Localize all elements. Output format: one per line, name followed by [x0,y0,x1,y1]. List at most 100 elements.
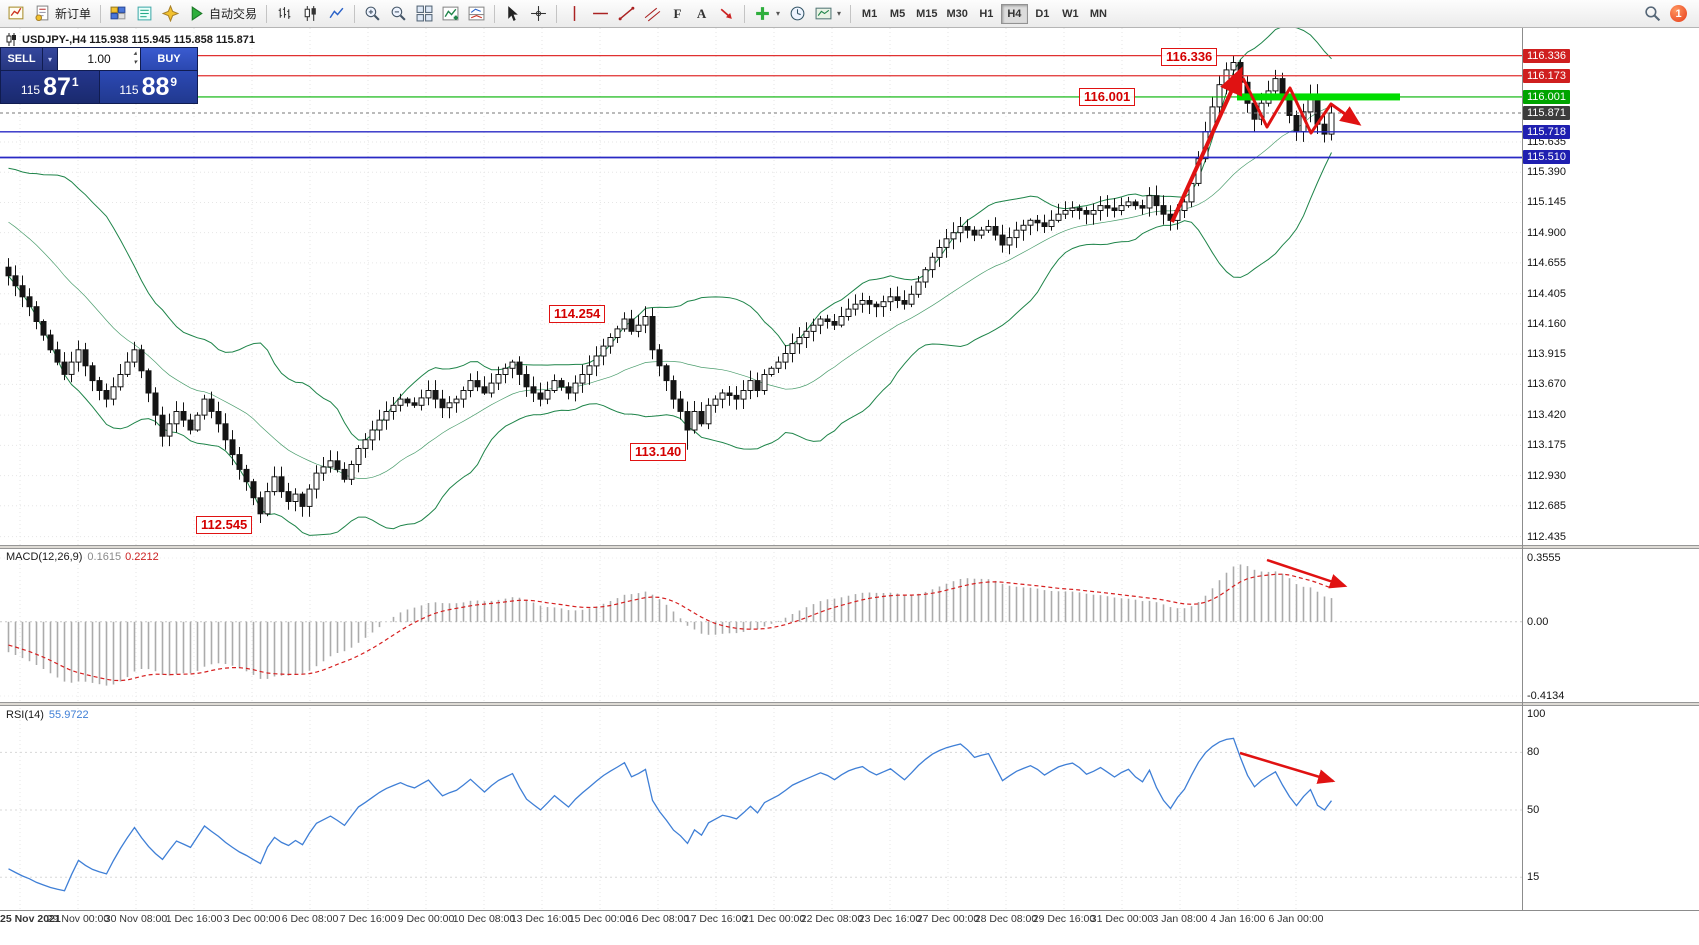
trendline-icon [618,5,635,22]
autotrading-button[interactable]: 自动交易 [184,3,261,25]
price-tick-label: 112.435 [1527,530,1566,543]
market-watch-icon [110,5,127,22]
date-label: 3 Jan 08:00 [1152,913,1208,925]
timeframe-mn[interactable]: MN [1085,4,1112,24]
horizontal-line-button[interactable] [588,3,613,25]
date-label: 3 Dec 00:00 [223,913,281,925]
volume-down-arrow[interactable]: ▾ [133,59,137,67]
fibonacci-icon: F [673,5,682,21]
price-line-label: 116.001 [1523,89,1570,104]
shapes-dropdown-button[interactable]: ▾ [750,3,784,25]
timeframe-w1[interactable]: W1 [1057,4,1084,24]
bar-chart-button[interactable] [272,3,297,25]
timeframe-h1[interactable]: H1 [973,4,1000,24]
date-label: 6 Dec 08:00 [281,913,339,925]
tile-windows-button[interactable] [412,3,437,25]
horizontal-line-icon [592,5,609,22]
notification-badge[interactable]: 1 [1670,5,1687,22]
vertical-line-button[interactable] [562,3,587,25]
dropdown-caret-icon: ▾ [837,9,842,18]
price-line-label: 115.510 [1523,150,1570,165]
panel-separator-macd[interactable] [0,545,1699,549]
timeframe-h4[interactable]: H4 [1000,3,1028,24]
new-chart-button[interactable] [4,3,29,25]
timeframe-d1[interactable]: D1 [1029,4,1056,24]
volume-stepper[interactable]: 1.00 ▴ ▾ [58,48,141,70]
chart-objects-dropdown-button[interactable]: ▾ [811,3,845,25]
sell-price[interactable]: 115 87 1 [1,71,100,103]
zoom-in-button[interactable] [360,3,385,25]
line-chart-button[interactable] [324,3,349,25]
one-click-trading-panel: SELL ▾ 1.00 ▴ ▾ BUY 115 87 1 115 88 9 [0,47,198,104]
indicator-window-icon [468,5,485,22]
price-tick-label: 114.655 [1527,256,1566,269]
macd-signal-line [8,573,1332,682]
price-line-label: 116.336 [1523,48,1570,63]
new-order-icon [34,5,51,22]
rsi-line [8,737,1333,892]
zoom-out-button[interactable] [386,3,411,25]
macd-axis-label: -0.4134 [1527,690,1565,703]
timeframe-m1[interactable]: M1 [856,4,883,24]
indicators-icon [442,5,459,22]
data-window-button[interactable] [132,3,157,25]
crosshair-icon [530,5,547,22]
fibonacci-button[interactable]: F [666,3,689,25]
chart-ohlc-header: USDJPY-,H4 115.938 115.945 115.858 115.8… [6,33,255,46]
search-icon[interactable] [1644,5,1661,22]
ohlc-text: USDJPY-,H4 115.938 115.945 115.858 115.8… [22,33,256,46]
navigator-icon [161,4,180,23]
clock-button[interactable] [785,3,810,25]
price-tick-label: 115.390 [1527,166,1566,179]
indicators-button[interactable] [438,3,463,25]
new-order-button[interactable]: 新订单 [30,3,95,25]
horizontal-lines [0,55,1522,159]
main-toolbar: 新订单 自动交易 F A ▾ ▾ M1 M5 M15 M30 H1 H4 D1 … [0,0,1699,28]
date-label: 10 Dec 08:00 [452,913,516,925]
bar-chart-icon [276,5,293,22]
macd-axis-label: 0.3555 [1527,552,1561,564]
price-tick-label: 114.900 [1527,226,1566,239]
price-tick-label: 113.175 [1527,439,1566,452]
annotation-price-label: 116.336 [1161,48,1218,66]
new-chart-icon [8,5,25,22]
date-label: 15 Dec 00:00 [568,913,632,925]
navigator-button[interactable] [158,3,183,25]
price-tick-label: 113.670 [1527,378,1566,391]
clock-icon [789,5,806,22]
date-axis[interactable]: 25 Nov 2021 29 Nov 00:00 30 Nov 08:00 1 Dec… [0,912,1699,930]
buy-price[interactable]: 115 88 9 [99,71,197,103]
timeframe-m5[interactable]: M5 [884,4,911,24]
date-label: 1 Dec 16:00 [165,913,223,925]
price-axis[interactable]: 115.635 115.390 115.145 114.900 114.655 114.4… [1522,0,1699,945]
price-tick-label: 115.145 [1527,196,1566,209]
trade-options-caret[interactable]: ▾ [43,48,58,70]
green-resistance-segment [1237,93,1400,101]
price-tick-label: 112.930 [1527,469,1566,482]
trendline-button[interactable] [614,3,639,25]
cursor-button[interactable] [500,3,525,25]
timeframe-m15[interactable]: M15 [912,4,941,24]
volume-up-arrow[interactable]: ▴ [133,50,137,57]
panel-separator-rsi[interactable] [0,702,1699,706]
data-window-icon [136,5,153,22]
market-watch-button[interactable] [106,3,131,25]
rsi-indicator-label: RSI(14) 55.9722 [6,709,89,721]
timeframe-m30[interactable]: M30 [942,4,971,24]
candlestick-chart-button[interactable] [298,3,323,25]
arrow-object-button[interactable] [714,3,739,25]
text-button[interactable]: A [690,3,713,25]
date-label: 17 Dec 16:00 [684,913,748,925]
date-label: 22 Dec 08:00 [800,913,864,925]
sell-button[interactable]: SELL [1,48,43,70]
price-tick-label: 114.160 [1527,317,1566,330]
crosshair-button[interactable] [526,3,551,25]
channel-button[interactable] [640,3,665,25]
buy-button[interactable]: BUY [141,48,197,70]
trend-arrows [1170,66,1362,784]
indicator-window-button[interactable] [464,3,489,25]
annotation-price-label: 114.254 [549,305,606,323]
date-axis-separator [0,910,1699,911]
date-label: 30 Nov 08:00 [104,913,168,925]
